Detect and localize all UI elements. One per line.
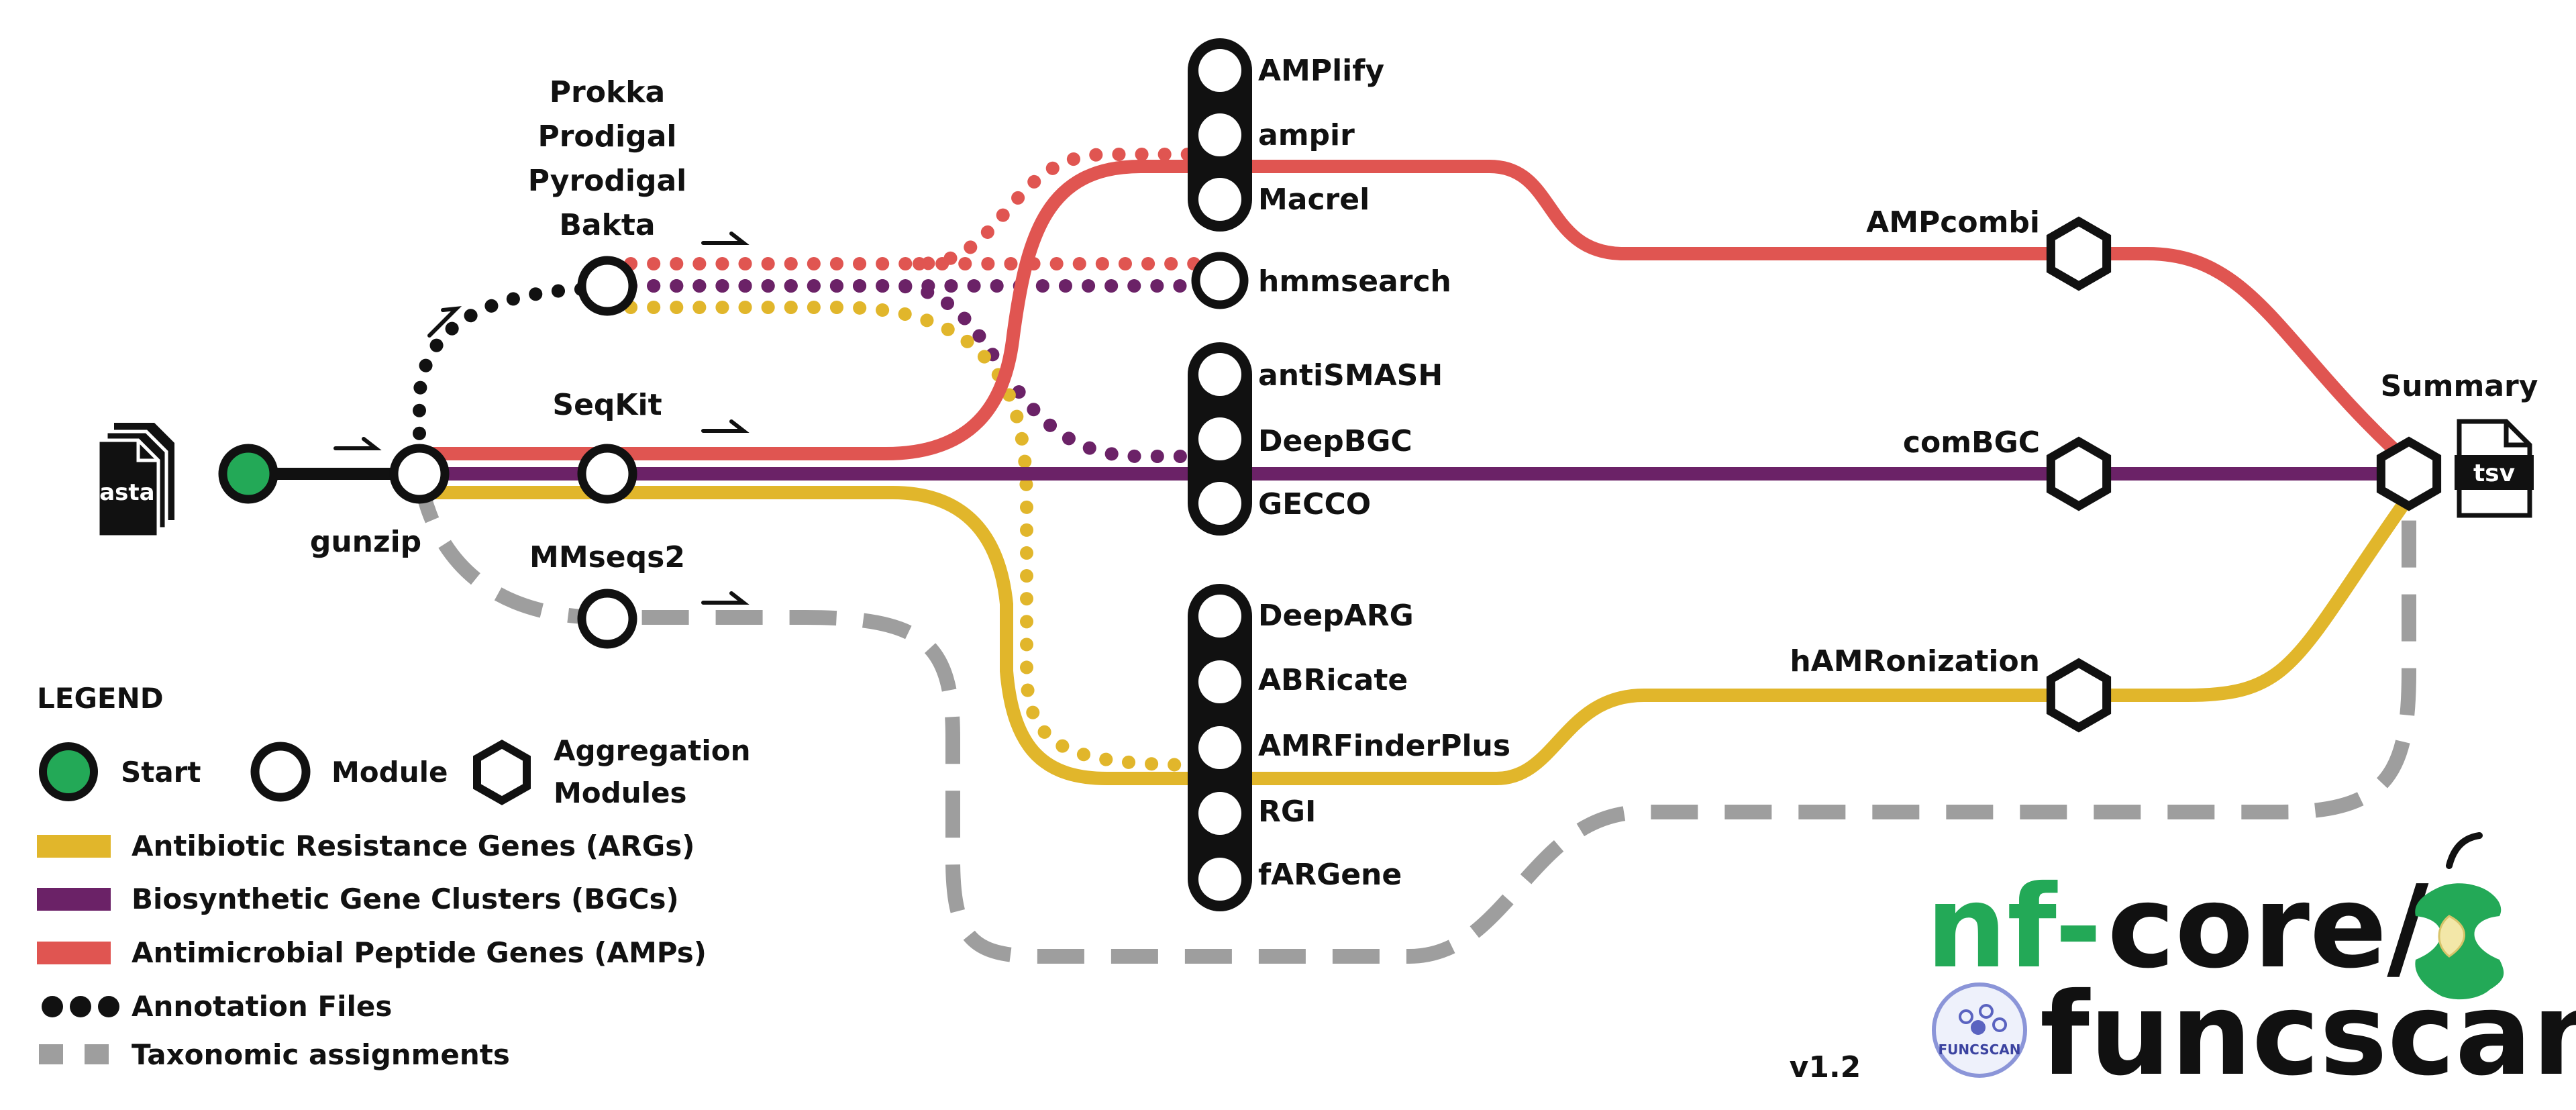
amp-tools-stack-node: [1198, 49, 1241, 92]
legend-bgcs-swatch: [37, 888, 111, 911]
bgc-tools-stack: [1188, 342, 1252, 536]
legend-args-swatch: [37, 835, 111, 858]
legend-annotation-swatch: [42, 996, 119, 1017]
taxonomy-line: [412, 474, 2416, 964]
direction-arrows: [333, 232, 750, 605]
nf-core-logo: nf-core/ FUNCSCAN funcscan: [1926, 832, 2576, 1101]
logo-pipeline-name: funcscan: [2040, 968, 2576, 1101]
annotation-line-input: [413, 282, 614, 463]
arrow-seqkit: [701, 419, 750, 433]
label-deeparg: DeepARG: [1258, 599, 1414, 633]
fasta-file-label: fasta: [89, 479, 154, 506]
module-nodes: [218, 216, 2442, 733]
combgc-node: [2046, 436, 2112, 511]
legend-args-label: Antibiotic Resistance Genes (ARGs): [132, 829, 694, 862]
ampcombi-node: [2046, 216, 2112, 291]
arg-tools-stack-node: [1198, 792, 1241, 835]
label-combgc: comBGC: [1903, 425, 2040, 460]
legend-module-label: Module: [331, 756, 448, 789]
amp-tools-stack-node: [1198, 113, 1241, 156]
summary-node: [2376, 436, 2442, 511]
label-gunzip: gunzip: [310, 525, 421, 559]
arg-tools-stack: [1188, 584, 1252, 911]
label-ampcombi: AMPcombi: [1866, 205, 2040, 240]
bgc-tools-stack-node: [1198, 482, 1241, 525]
label-fargene: fARGene: [1258, 858, 1402, 892]
label-antismash: antiSMASH: [1258, 358, 1443, 393]
funcscan-badge-text: FUNCSCAN: [1939, 1042, 2021, 1058]
label-deepbgc: DeepBGC: [1258, 424, 1412, 458]
apple-core-icon: [2415, 832, 2504, 1000]
legend: LEGEND Start Module Aggregation Modules …: [37, 682, 750, 1071]
label-mmseqs2: MMseqs2: [529, 540, 685, 574]
logo-core-text: core/: [2108, 861, 2430, 994]
label-pyrodigal: Pyrodigal: [528, 164, 687, 198]
label-amplify: AMPlify: [1258, 54, 1384, 88]
arrow-input: [333, 437, 382, 450]
label-hmmsearch: hmmsearch: [1258, 264, 1451, 299]
legend-title: LEGEND: [37, 682, 164, 715]
tsv-file-icon: tsv: [2455, 419, 2534, 518]
seqkit-node: [577, 444, 637, 504]
logo-nf: nf-core/: [1926, 861, 2429, 994]
legend-start-icon: [39, 742, 98, 801]
arg-tools-stack-node: [1198, 858, 1241, 901]
logo-nf-text: nf-: [1926, 861, 2102, 994]
legend-module-icon: [250, 742, 311, 802]
arg-tools-stack-node: [1198, 595, 1241, 638]
label-bakta: Bakta: [559, 208, 655, 242]
label-gecco: GECCO: [1258, 487, 1371, 521]
label-prokka: Prokka: [550, 75, 665, 109]
hmmsearch-node: [1191, 252, 1249, 309]
legend-aggregation-label-1: Aggregation: [554, 734, 750, 767]
legend-aggregation-label-2: Modules: [554, 776, 687, 809]
label-hamronization: hAMRonization: [1790, 644, 2040, 678]
label-prodigal: Prodigal: [537, 119, 676, 154]
legend-taxonomy-label: Taxonomic assignments: [132, 1038, 510, 1071]
bgc-tools-stack-node: [1198, 353, 1241, 396]
arg-line: [419, 486, 2415, 785]
arrow-annotation: [701, 232, 750, 245]
gunzip-node: [389, 444, 450, 504]
legend-start-label: Start: [121, 756, 201, 789]
legend-taxonomy-swatch: [39, 1044, 109, 1064]
annotation-line-args: [624, 301, 1215, 772]
annotation-node: [577, 256, 637, 316]
start-node: [218, 444, 278, 504]
hamronization-node: [2046, 658, 2112, 733]
label-summary: Summary: [2381, 369, 2538, 403]
legend-bgcs-label: Biosynthetic Gene Clusters (BGCs): [132, 882, 679, 915]
label-ampir: ampir: [1258, 118, 1355, 152]
arrow-mmseqs2: [701, 591, 750, 605]
mmseqs2-node: [577, 589, 637, 649]
amp-tools-stack-node: [1198, 178, 1241, 221]
amp-tools-stack: [1188, 38, 1252, 232]
label-seqkit: SeqKit: [552, 388, 662, 422]
label-amrfinderplus: AMRFinderPlus: [1258, 729, 1510, 763]
tsv-file-label: tsv: [2473, 460, 2515, 487]
arg-tools-stack-node: [1198, 726, 1241, 769]
label-rgi: RGI: [1258, 795, 1316, 829]
label-macrel: Macrel: [1258, 183, 1370, 217]
version-label: v1.2: [1790, 1050, 1861, 1084]
arrow-gunzip-annotation: [427, 306, 462, 338]
legend-amps-label: Antimicrobial Peptide Genes (AMPs): [132, 936, 707, 969]
legend-annotation-label: Annotation Files: [132, 990, 392, 1023]
fasta-file-icon: fasta: [89, 423, 174, 539]
label-abricate: ABRicate: [1258, 663, 1408, 697]
funcscan-badge-icon: FUNCSCAN: [1932, 982, 2027, 1078]
legend-amps-swatch: [37, 942, 111, 964]
amp-line: [419, 160, 2414, 468]
bgc-tools-stack-node: [1198, 417, 1241, 460]
arg-tools-stack-node: [1198, 660, 1241, 703]
tool-stacks: [1188, 38, 1252, 911]
legend-aggregation-icon: [473, 740, 531, 805]
